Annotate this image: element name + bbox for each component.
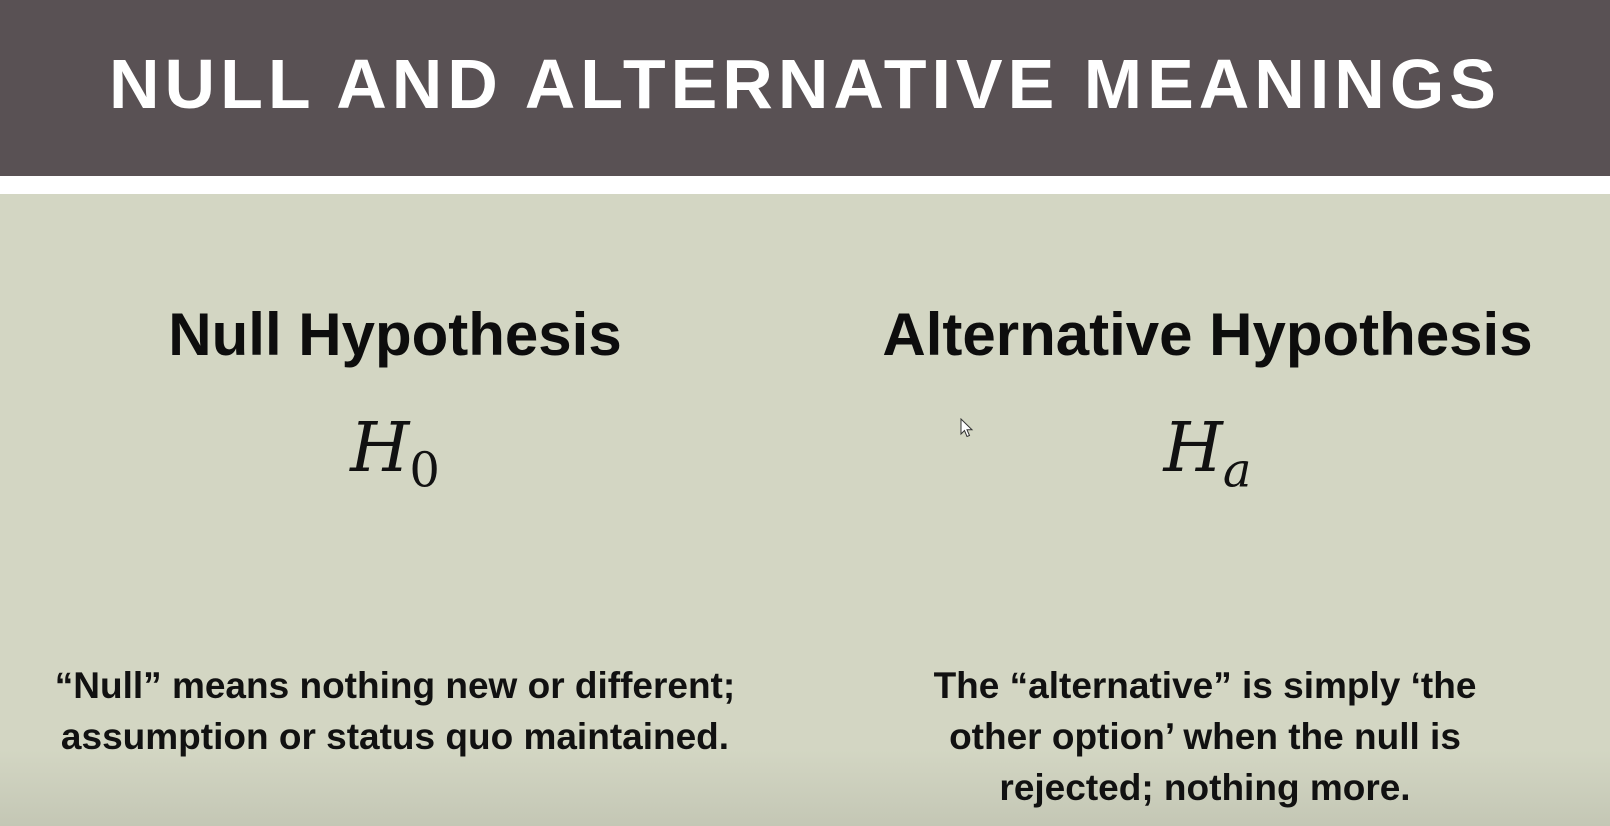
null-description-line-1: “Null” means nothing new or different; (54, 665, 736, 706)
mouse-pointer-icon (960, 418, 974, 438)
title-divider (0, 176, 1610, 194)
null-hypothesis-description: “Null” means nothing new or different; a… (0, 660, 790, 762)
slide-content: Null Hypothesis H0 “Null” means nothing … (0, 194, 1610, 826)
alternative-hypothesis-heading: Alternative Hypothesis (882, 301, 1533, 368)
alt-description-line-2: other option’ when the null is (949, 716, 1461, 757)
alt-description-line-1: The “alternative” is simply ‘the (933, 665, 1477, 706)
title-bar: NULL AND ALTERNATIVE MEANINGS (0, 0, 1610, 176)
null-symbol-base: H (350, 409, 410, 488)
slide-title: NULL AND ALTERNATIVE MEANINGS (108, 45, 1501, 123)
null-symbol-subscript: 0 (409, 442, 440, 499)
alternative-hypothesis-symbol: Ha (805, 409, 1610, 498)
alternative-hypothesis-description: The “alternative” is simply ‘the other o… (905, 660, 1505, 813)
null-description-line-2: assumption or status quo maintained. (60, 716, 730, 757)
alt-symbol-base: H (1163, 409, 1223, 488)
null-hypothesis-symbol: H0 (0, 409, 790, 498)
null-hypothesis-heading: Null Hypothesis (168, 301, 622, 368)
alt-symbol-subscript: a (1222, 442, 1252, 499)
alternative-hypothesis-column: Alternative Hypothesis Ha The “alternati… (805, 194, 1610, 826)
null-hypothesis-column: Null Hypothesis H0 “Null” means nothing … (0, 194, 790, 826)
alt-description-line-3: rejected; nothing more. (999, 767, 1411, 808)
